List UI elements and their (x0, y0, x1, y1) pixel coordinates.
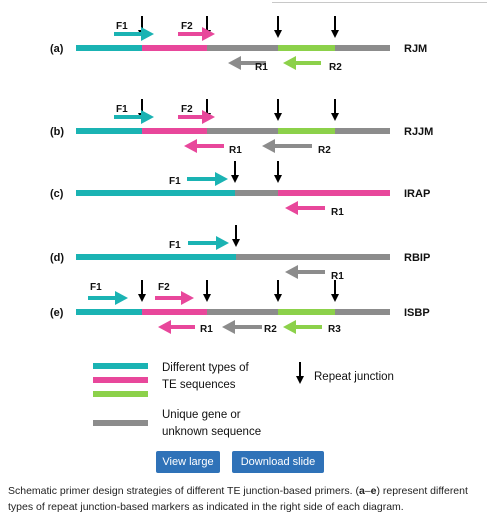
row-d-f1-label: F1 (169, 240, 181, 251)
row-b-r1-label: R1 (229, 145, 242, 156)
row-d-r1-label: R1 (331, 271, 344, 282)
legend-te-text-2: TE sequences (162, 379, 236, 391)
row-d-r1-arrow-head (285, 265, 298, 279)
legend-unique-text-1: Unique gene or (162, 409, 241, 421)
caption-text-1: Schematic primer design strategies of di… (8, 485, 359, 497)
row-a-letter: (a) (50, 43, 64, 55)
row-c-name: IRAP (404, 188, 430, 200)
caption-dash: – (364, 485, 371, 497)
row-e-name: ISBP (404, 307, 430, 319)
row-c-letter: (c) (50, 188, 64, 200)
row-b-junction-4-head (331, 113, 339, 121)
row-a-junction-3-head (274, 30, 282, 38)
row-c-r1-label: R1 (331, 207, 344, 218)
figure-caption: Schematic primer design strategies of di… (8, 483, 490, 515)
legend-te-text-1: Different types of (162, 362, 250, 374)
row-a-f2-arrow-head (202, 27, 215, 41)
row-e-f1-arrow-head (115, 291, 128, 305)
row-d-letter: (d) (50, 252, 64, 264)
row-e-junction-3-head (274, 294, 282, 302)
row-b-f1-label: F1 (116, 104, 128, 115)
row-a-f1-label: F1 (116, 21, 128, 32)
view-large-button[interactable]: View large (156, 451, 220, 473)
row-b-junction-3-head (274, 113, 282, 121)
row-e-f1-label: F1 (90, 282, 102, 293)
row-b-f2-label: F2 (181, 104, 193, 115)
row-a-f1-arrow-head (141, 27, 154, 41)
row-b-name: RJJM (404, 126, 433, 138)
caption-bold-a: a (358, 485, 365, 497)
row-e-r1-label: R1 (200, 324, 213, 335)
legend-unique-text-2: unknown sequence (162, 426, 261, 438)
row-c-f1-label: F1 (169, 176, 181, 187)
row-a-r1-arrow-head (228, 56, 241, 70)
row-a-r2-arrow-head (283, 56, 296, 70)
row-b-r2-arrow-head (262, 139, 275, 153)
row-e-junction-2-head (203, 294, 211, 302)
row-e-r3-arrow-head (283, 320, 296, 334)
caption-bold-e: e (370, 485, 377, 497)
top-divider (272, 2, 487, 3)
row-a-r1-label: R1 (255, 62, 268, 73)
row-d-name: RBIP (404, 252, 430, 264)
row-e-junction-1-head (138, 294, 146, 302)
legend-junction-text: Repeat junction (314, 371, 394, 383)
row-b-r1-arrow-head (184, 139, 197, 153)
row-b-letter: (b) (50, 126, 64, 138)
row-e-letter: (e) (50, 307, 64, 319)
primer-diagram: (a) F1 F2 R1 R2 RJM (b) F1 F2 R1 R2 RJJM (c) F1 R1 IRAP… (50, 16, 433, 438)
row-a-junction-4-head (331, 30, 339, 38)
row-c-junction-2-head (274, 175, 282, 183)
row-e-r2-arrow-head (222, 320, 235, 334)
row-d-f1-arrow-head (216, 236, 229, 250)
row-c-f1-arrow-head (215, 172, 228, 186)
row-a-f2-label: F2 (181, 21, 193, 32)
row-c-r1-arrow-head (285, 201, 298, 215)
row-e-r1-arrow-head (158, 320, 171, 334)
row-e-f2-label: F2 (158, 282, 170, 293)
caption-text-2: ) represent different types of repeat ju… (8, 485, 468, 513)
download-slide-button[interactable]: Download slide (232, 451, 324, 473)
row-b-f2-arrow-head (202, 110, 215, 124)
legend-junction-arrow-head (296, 376, 304, 384)
row-d-junction-1-head (232, 239, 240, 247)
row-a-r2-label: R2 (329, 62, 342, 73)
row-e-r2-label: R2 (264, 324, 277, 335)
row-e-r3-label: R3 (328, 324, 341, 335)
row-b-r2-label: R2 (318, 145, 331, 156)
row-e-f2-arrow-head (181, 291, 194, 305)
row-a-name: RJM (404, 43, 427, 55)
row-e-junction-4-head (331, 294, 339, 302)
row-c-junction-1-head (231, 175, 239, 183)
row-b-f1-arrow-head (141, 110, 154, 124)
